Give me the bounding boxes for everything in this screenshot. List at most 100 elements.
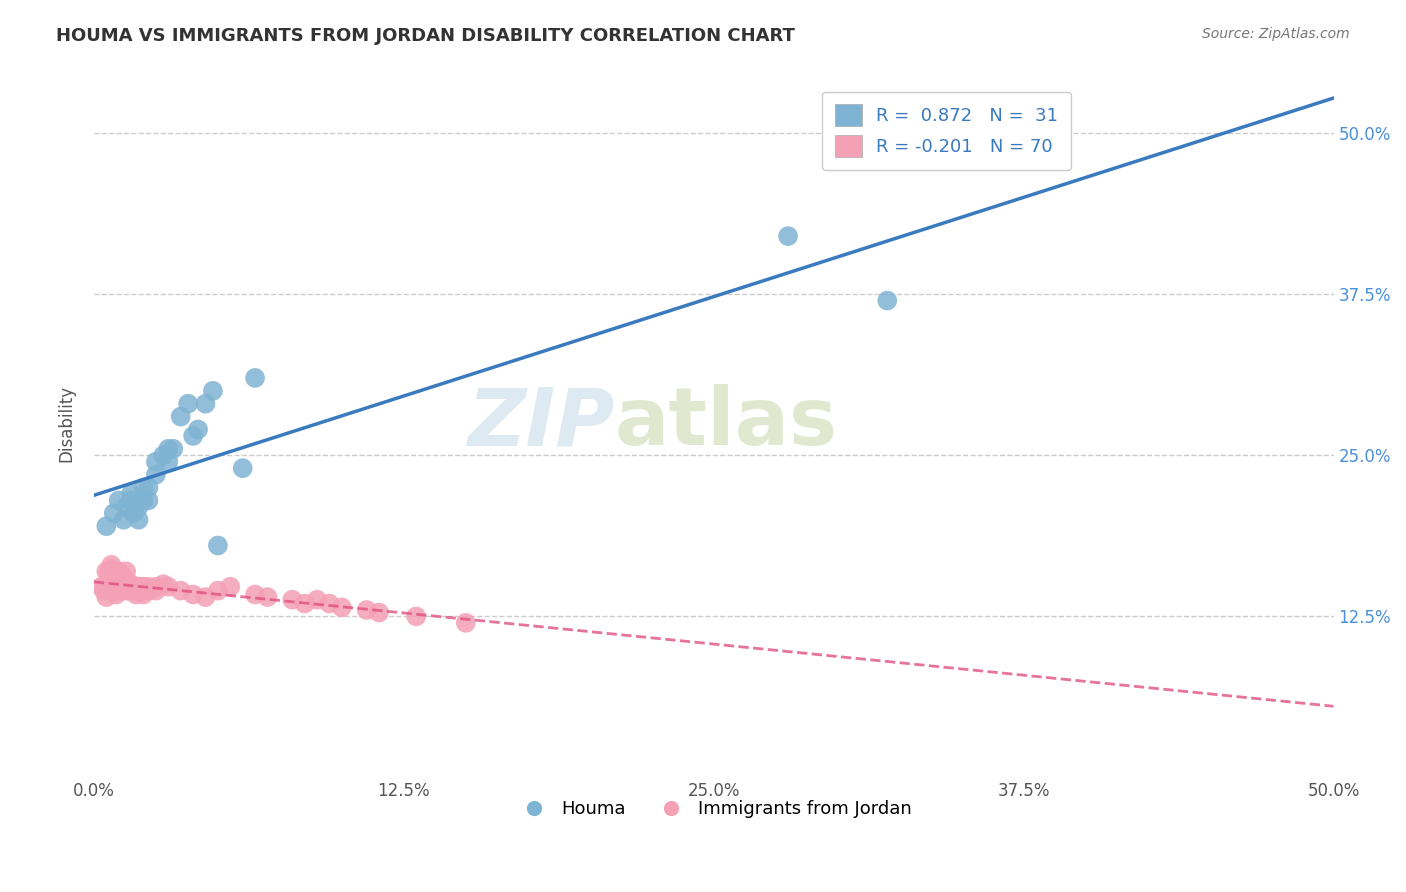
Point	[128, 500, 150, 514]
Point	[138, 493, 160, 508]
Point	[170, 583, 193, 598]
Point	[112, 577, 135, 591]
Point	[132, 481, 155, 495]
Point	[105, 580, 128, 594]
Point	[132, 587, 155, 601]
Point	[876, 293, 898, 308]
Point	[128, 580, 150, 594]
Point	[100, 583, 122, 598]
Point	[97, 574, 120, 589]
Point	[120, 580, 142, 594]
Point	[778, 229, 800, 244]
Point	[145, 455, 167, 469]
Point	[128, 513, 150, 527]
Point	[157, 455, 180, 469]
Point	[405, 609, 427, 624]
Point	[110, 566, 132, 581]
Point	[132, 493, 155, 508]
Point	[132, 580, 155, 594]
Point	[162, 442, 184, 456]
Point	[181, 429, 204, 443]
Point	[90, 580, 112, 594]
Point	[100, 580, 122, 594]
Point	[117, 577, 139, 591]
Point	[107, 583, 129, 598]
Point	[115, 564, 138, 578]
Point	[107, 493, 129, 508]
Point	[97, 580, 120, 594]
Point	[96, 590, 118, 604]
Point	[103, 583, 125, 598]
Point	[177, 397, 200, 411]
Point	[100, 577, 122, 591]
Point	[207, 583, 229, 598]
Point	[138, 583, 160, 598]
Point	[170, 409, 193, 424]
Point	[157, 442, 180, 456]
Point	[187, 422, 209, 436]
Point	[100, 562, 122, 576]
Point	[107, 564, 129, 578]
Text: HOUMA VS IMMIGRANTS FROM JORDAN DISABILITY CORRELATION CHART: HOUMA VS IMMIGRANTS FROM JORDAN DISABILI…	[56, 27, 796, 45]
Point	[243, 587, 266, 601]
Point	[129, 580, 152, 594]
Point	[281, 592, 304, 607]
Point	[117, 583, 139, 598]
Legend: Houma, Immigrants from Jordan: Houma, Immigrants from Jordan	[509, 793, 918, 825]
Point	[103, 564, 125, 578]
Point	[138, 481, 160, 495]
Point	[368, 606, 391, 620]
Point	[112, 513, 135, 527]
Point	[105, 587, 128, 601]
Point	[96, 564, 118, 578]
Point	[93, 583, 115, 598]
Point	[96, 577, 118, 591]
Point	[243, 371, 266, 385]
Point	[201, 384, 224, 398]
Point	[219, 580, 242, 594]
Point	[120, 493, 142, 508]
Text: Source: ZipAtlas.com: Source: ZipAtlas.com	[1202, 27, 1350, 41]
Point	[96, 519, 118, 533]
Point	[307, 592, 329, 607]
Point	[194, 397, 217, 411]
Point	[125, 587, 148, 601]
Point	[105, 571, 128, 585]
Point	[120, 487, 142, 501]
Y-axis label: Disability: Disability	[58, 384, 75, 461]
Point	[103, 580, 125, 594]
Point	[157, 580, 180, 594]
Point	[103, 506, 125, 520]
Point	[145, 583, 167, 598]
Point	[110, 583, 132, 598]
Point	[138, 580, 160, 594]
Point	[122, 580, 145, 594]
Point	[115, 500, 138, 514]
Point	[232, 461, 254, 475]
Point	[128, 583, 150, 598]
Point	[145, 467, 167, 482]
Point	[152, 448, 174, 462]
Point	[110, 580, 132, 594]
Point	[145, 580, 167, 594]
Point	[330, 600, 353, 615]
Point	[100, 558, 122, 572]
Point	[97, 566, 120, 581]
Point	[207, 539, 229, 553]
Point	[112, 571, 135, 585]
Point	[115, 583, 138, 598]
Point	[125, 583, 148, 598]
Point	[122, 506, 145, 520]
Point	[256, 590, 278, 604]
Point	[318, 597, 340, 611]
Point	[103, 577, 125, 591]
Point	[120, 577, 142, 591]
Point	[107, 577, 129, 591]
Point	[115, 580, 138, 594]
Point	[152, 577, 174, 591]
Point	[356, 603, 378, 617]
Point	[294, 597, 316, 611]
Point	[181, 587, 204, 601]
Point	[112, 580, 135, 594]
Point	[454, 615, 477, 630]
